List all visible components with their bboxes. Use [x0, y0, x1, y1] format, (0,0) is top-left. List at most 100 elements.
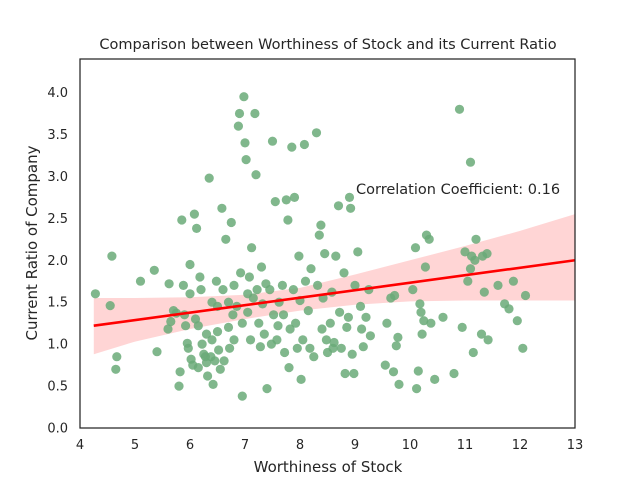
- scatter-point: [465, 264, 476, 274]
- scatter-point: [255, 342, 265, 352]
- scatter-point: [135, 276, 146, 286]
- scatter-point: [454, 104, 465, 114]
- scatter-point: [225, 343, 235, 353]
- scatter-point: [204, 173, 214, 183]
- scatter-point: [380, 360, 390, 370]
- scatter-point: [417, 329, 427, 339]
- scatter-point: [244, 272, 254, 282]
- scatter-point: [420, 262, 430, 272]
- scatter-point: [479, 287, 489, 297]
- scatter-point: [382, 318, 392, 328]
- y-tick-label: 3.0: [47, 170, 68, 185]
- scatter-point: [192, 223, 202, 233]
- scatter-point: [252, 285, 262, 295]
- x-tick-label: 4: [76, 438, 84, 453]
- scatter-point: [430, 374, 440, 384]
- scatter-point: [438, 312, 448, 322]
- scatter-point: [218, 285, 228, 295]
- x-tick-label: 11: [457, 438, 474, 453]
- scatter-point: [149, 265, 159, 275]
- scatter-point: [291, 318, 301, 328]
- scatter-point: [243, 307, 253, 317]
- scatter-point: [391, 341, 401, 351]
- scatter-point: [281, 195, 291, 205]
- scatter-point: [248, 293, 258, 303]
- y-tick-label: 0.0: [47, 422, 68, 437]
- scatter-point: [201, 329, 212, 339]
- scatter-point: [269, 310, 279, 320]
- scatter-point: [305, 343, 315, 353]
- scatter-point: [280, 347, 290, 358]
- scatter-point: [294, 251, 304, 261]
- scatter-point: [239, 92, 249, 102]
- scatter-point: [241, 155, 251, 165]
- scatter-point: [357, 324, 367, 334]
- scatter-point: [229, 280, 239, 290]
- scatter-point: [424, 234, 434, 244]
- scatter-point: [250, 108, 260, 119]
- scatter-point: [285, 324, 295, 334]
- scatter-point: [210, 356, 220, 366]
- plot-area: [90, 92, 576, 401]
- scatter-point: [277, 280, 287, 290]
- scatter-point: [520, 290, 531, 301]
- scatter-point: [229, 335, 239, 345]
- scatter-point: [426, 318, 436, 328]
- scatter-point: [287, 142, 297, 152]
- scatter-point: [178, 280, 188, 290]
- scatter-point: [175, 367, 185, 377]
- scatter-point: [223, 297, 234, 307]
- scatter-point: [468, 347, 478, 358]
- scatter-point: [289, 192, 300, 202]
- scatter-point: [331, 251, 341, 261]
- scatter-point: [262, 384, 272, 394]
- scatter-point: [90, 289, 100, 299]
- y-tick-label: 1.5: [47, 296, 68, 311]
- scatter-point: [408, 285, 418, 295]
- scatter-point: [195, 272, 205, 282]
- scatter-point: [267, 136, 278, 146]
- scatter-point: [358, 342, 368, 352]
- scatter-point: [212, 327, 223, 337]
- scatter-point: [339, 268, 349, 278]
- scatter-point: [265, 285, 275, 295]
- scatter-point: [217, 203, 227, 213]
- scatter-point: [350, 280, 360, 290]
- scatter-point: [164, 279, 174, 289]
- scatter-point: [313, 280, 323, 290]
- scatter-point: [482, 249, 492, 259]
- scatter-point: [111, 364, 121, 374]
- scatter-point: [365, 331, 375, 341]
- scatter-point: [457, 322, 467, 332]
- scatter-point: [465, 157, 476, 167]
- scatter-point: [292, 343, 302, 353]
- scatter-point: [303, 306, 313, 316]
- scatter-point: [166, 316, 176, 327]
- scatter-point: [470, 255, 480, 265]
- scatter-point: [493, 280, 503, 290]
- scatter-point: [296, 374, 306, 384]
- scatter-point: [223, 322, 234, 332]
- scatter-point: [215, 364, 225, 374]
- scatter-point: [476, 329, 487, 339]
- x-tick-label: 10: [402, 438, 419, 453]
- scatter-point: [483, 335, 493, 345]
- scatter-point: [394, 379, 404, 389]
- scatter-point: [508, 276, 518, 286]
- scatter-point: [226, 217, 236, 228]
- scatter-point: [463, 276, 473, 286]
- x-tick-label: 7: [241, 438, 249, 453]
- scatter-point: [390, 290, 400, 301]
- scatter-point: [247, 243, 257, 253]
- scatter-point: [196, 285, 206, 295]
- scatter-point: [419, 316, 429, 326]
- scatter-point: [349, 368, 359, 379]
- scatter-point: [298, 335, 308, 345]
- scatter-point: [317, 324, 327, 334]
- scatter-point: [234, 108, 245, 119]
- scatter-point: [189, 209, 199, 219]
- scatter-point: [410, 243, 421, 253]
- scatter-point: [344, 192, 355, 202]
- scatter-point: [460, 247, 470, 257]
- x-tick-label: 8: [296, 438, 304, 453]
